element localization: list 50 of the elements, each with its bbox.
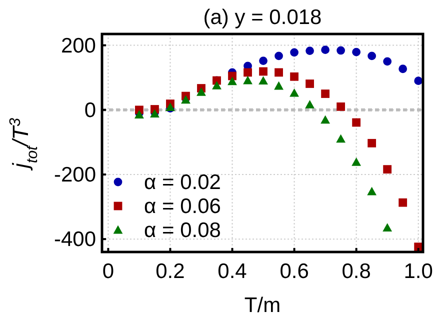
point <box>259 56 268 66</box>
x-tick-label: 0 <box>102 260 114 283</box>
x-tick-label: 0.2 <box>156 260 185 283</box>
y-tick-label: -200 <box>54 163 96 186</box>
point <box>259 67 268 76</box>
point <box>290 72 298 81</box>
point <box>305 100 314 108</box>
point <box>367 186 377 196</box>
y-tick-label: 0 <box>84 98 96 122</box>
point <box>398 198 408 207</box>
point <box>368 52 376 60</box>
point <box>258 76 268 85</box>
point <box>306 46 314 55</box>
point <box>382 223 392 232</box>
point <box>368 138 376 148</box>
point <box>336 102 346 111</box>
x-axis-title: T/m <box>244 294 281 317</box>
point <box>321 90 330 98</box>
point <box>321 46 330 54</box>
legend-label: α = 0.02 <box>144 171 221 194</box>
point <box>398 64 408 74</box>
point <box>290 88 299 97</box>
point <box>196 87 206 96</box>
y-tick-label: -400 <box>54 228 96 252</box>
chart-title: (a) y = 0.018 <box>203 6 322 29</box>
point <box>414 76 423 86</box>
point <box>336 134 346 143</box>
x-tick-label: 0.8 <box>342 260 371 283</box>
point <box>320 115 330 124</box>
point <box>383 165 392 174</box>
point <box>352 48 361 56</box>
point <box>383 57 392 66</box>
point <box>212 80 222 90</box>
legend-label: α = 0.08 <box>144 219 221 242</box>
point <box>290 48 298 57</box>
point <box>243 76 252 84</box>
point <box>274 68 283 77</box>
point <box>306 80 314 88</box>
y-tick-label: 200 <box>60 34 96 58</box>
point <box>352 158 362 166</box>
point <box>274 81 284 90</box>
point <box>352 118 361 127</box>
x-tick-label: 1.0 <box>404 260 433 283</box>
point <box>244 68 252 77</box>
x-tick-label: 0.4 <box>218 260 248 283</box>
point <box>228 76 237 86</box>
legend-label: α = 0.06 <box>144 195 221 218</box>
x-tick-label: 0.6 <box>280 260 309 283</box>
point <box>336 46 346 55</box>
point <box>274 52 283 60</box>
